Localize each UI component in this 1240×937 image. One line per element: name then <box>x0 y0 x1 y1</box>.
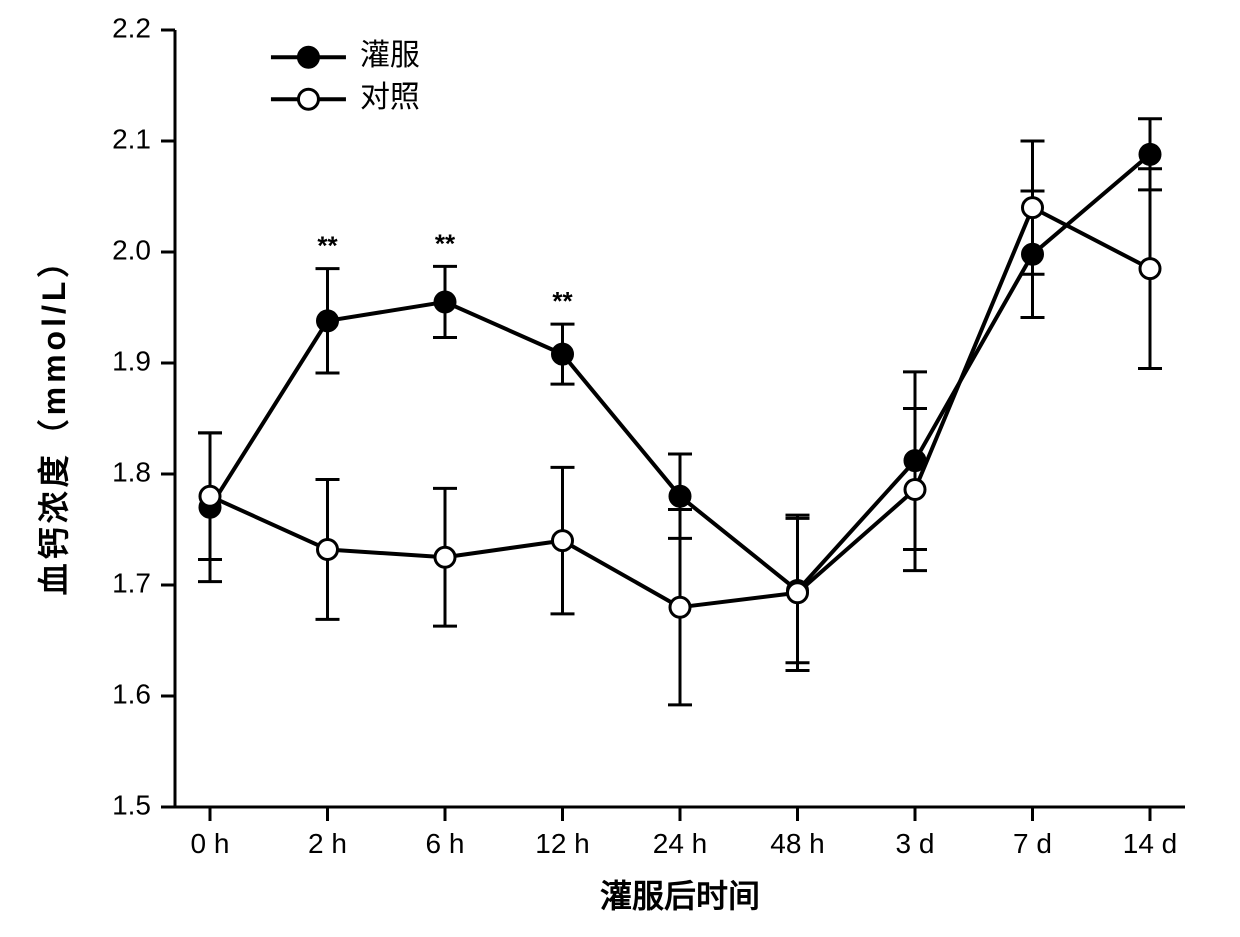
significance-marker: ** <box>317 231 338 261</box>
marker-control <box>318 539 338 559</box>
x-tick-label: 14 d <box>1123 828 1178 859</box>
marker-treatment <box>905 451 925 471</box>
legend-label-control: 对照 <box>360 81 420 114</box>
marker-control <box>200 486 220 506</box>
y-axis-label: 血钙浓度（mmol/L） <box>36 242 72 596</box>
marker-treatment <box>1023 244 1043 264</box>
x-tick-label: 2 h <box>308 828 347 859</box>
marker-control <box>788 583 808 603</box>
legend-label-treatment: 灌服 <box>360 39 420 72</box>
y-tick-label: 2.1 <box>112 123 151 154</box>
x-tick-label: 6 h <box>426 828 465 859</box>
y-tick-label: 1.6 <box>112 678 151 709</box>
marker-treatment <box>435 292 455 312</box>
y-tick-label: 2.0 <box>112 234 151 265</box>
marker-control <box>905 480 925 500</box>
significance-marker: ** <box>552 286 573 316</box>
marker-control <box>1140 259 1160 279</box>
marker-control <box>1023 198 1043 218</box>
legend-marker-treatment <box>298 47 318 67</box>
y-tick-label: 1.8 <box>112 456 151 487</box>
marker-treatment <box>553 344 573 364</box>
marker-treatment <box>670 486 690 506</box>
x-tick-label: 12 h <box>535 828 590 859</box>
marker-treatment <box>318 311 338 331</box>
marker-treatment <box>1140 144 1160 164</box>
x-tick-label: 24 h <box>653 828 708 859</box>
marker-control <box>670 597 690 617</box>
significance-marker: ** <box>435 228 456 258</box>
x-tick-label: 48 h <box>770 828 825 859</box>
y-tick-label: 2.2 <box>112 12 151 43</box>
x-axis-label: 灌服后时间 <box>600 878 760 914</box>
marker-control <box>435 547 455 567</box>
x-tick-label: 7 d <box>1013 828 1052 859</box>
y-tick-label: 1.9 <box>112 345 151 376</box>
line-chart: 1.5 1.6 1.7 1.8 1.9 2.0 2.1 2.2 0 h 2 h 6 h 12 h 24 … <box>0 0 1240 937</box>
chart-bg <box>0 0 1240 937</box>
x-tick-label: 3 d <box>896 828 935 859</box>
chart-container: 1.5 1.6 1.7 1.8 1.9 2.0 2.1 2.2 0 h 2 h 6 h 12 h 24 … <box>0 0 1240 937</box>
y-tick-label: 1.5 <box>112 789 151 820</box>
legend-marker-control <box>298 89 318 109</box>
y-tick-label: 1.7 <box>112 567 151 598</box>
marker-control <box>553 531 573 551</box>
x-tick-label: 0 h <box>191 828 230 859</box>
